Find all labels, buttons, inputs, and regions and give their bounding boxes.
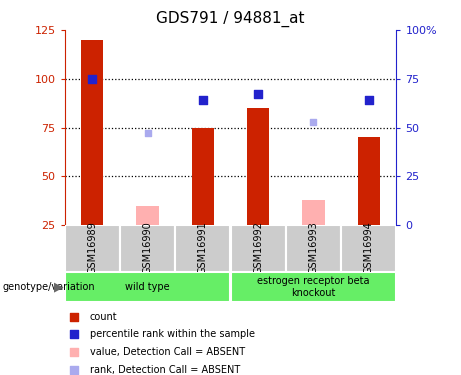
Bar [176, 225, 230, 272]
Bar [231, 272, 396, 302]
Point [310, 118, 317, 124]
Bar [120, 225, 175, 272]
Text: genotype/variation: genotype/variation [2, 282, 95, 292]
Text: GSM16993: GSM16993 [308, 221, 319, 274]
Point [71, 367, 78, 373]
Text: GSM16991: GSM16991 [198, 221, 208, 274]
Text: value, Detection Call = ABSENT: value, Detection Call = ABSENT [90, 347, 245, 357]
Bar [192, 128, 214, 225]
Point [71, 332, 78, 338]
Text: GSM16992: GSM16992 [253, 221, 263, 274]
Bar [302, 200, 325, 225]
Point [89, 76, 96, 82]
Bar [81, 40, 103, 225]
Point [71, 349, 78, 355]
Text: GSM16994: GSM16994 [364, 221, 374, 274]
Text: count: count [90, 312, 118, 322]
Point [254, 92, 262, 98]
Point [199, 97, 207, 103]
Text: rank, Detection Call = ABSENT: rank, Detection Call = ABSENT [90, 365, 240, 375]
Text: GSM16989: GSM16989 [87, 221, 97, 274]
Point [71, 314, 78, 320]
Text: GSM16990: GSM16990 [142, 221, 153, 274]
Bar [342, 225, 396, 272]
Text: ▶: ▶ [54, 280, 64, 293]
Text: wild type: wild type [125, 282, 170, 292]
Bar [65, 225, 119, 272]
Point [365, 97, 372, 103]
Bar [136, 206, 159, 225]
Bar [286, 225, 341, 272]
Text: percentile rank within the sample: percentile rank within the sample [90, 329, 255, 339]
Point [144, 130, 151, 136]
Text: estrogen receptor beta
knockout: estrogen receptor beta knockout [257, 276, 370, 298]
Bar [65, 272, 230, 302]
Title: GDS791 / 94881_at: GDS791 / 94881_at [156, 11, 305, 27]
Bar [358, 137, 380, 225]
Bar [231, 225, 285, 272]
Bar [247, 108, 269, 225]
